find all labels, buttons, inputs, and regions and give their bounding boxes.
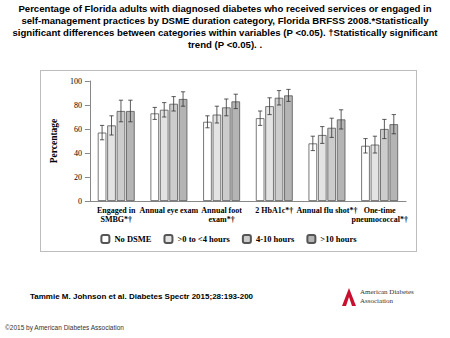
svg-text:>10 hours: >10 hours: [320, 234, 357, 244]
html-text:Tammie M. Johnson et al. Diabe: Tammie M. Johnson et al. Diabetes Spectr…: [30, 292, 254, 301]
svg-text:Percentage: Percentage: [49, 119, 59, 164]
svg-text:20: 20: [74, 173, 82, 182]
svg-text:Annual foot: Annual foot: [201, 206, 242, 215]
svg-text:No DSME: No DSME: [114, 234, 151, 244]
html-text:©2015 by American Diabetes Ass: ©2015 by American Diabetes Association: [5, 324, 124, 331]
svg-text:100: 100: [70, 77, 82, 86]
svg-text:2 HbA1c*†: 2 HbA1c*†: [255, 206, 293, 215]
svg-text:4-10 hours: 4-10 hours: [256, 234, 295, 244]
html-text:Percentage of Florida adults w: Percentage of Florida adults with diagno…: [12, 3, 438, 50]
svg-text:>0 to <4 hours: >0 to <4 hours: [177, 234, 230, 244]
svg-text:Annual eye exam: Annual eye exam: [140, 206, 199, 215]
svg-text:One-time: One-time: [364, 206, 396, 215]
svg-text:SMBG*†: SMBG*†: [100, 215, 132, 224]
svg-text:40: 40: [74, 149, 82, 158]
html-text:American Diabetes Association: American Diabetes Association: [360, 288, 414, 305]
svg-text:0: 0: [78, 197, 82, 206]
svg-text:Annual flu shot*†: Annual flu shot*†: [297, 206, 358, 215]
svg-text:exam*†: exam*†: [208, 215, 234, 224]
svg-text:80: 80: [74, 101, 82, 110]
svg-text:pneumococcal*†: pneumococcal*†: [351, 215, 407, 224]
svg-text:Engaged in: Engaged in: [97, 206, 136, 215]
svg-text:60: 60: [74, 125, 82, 134]
